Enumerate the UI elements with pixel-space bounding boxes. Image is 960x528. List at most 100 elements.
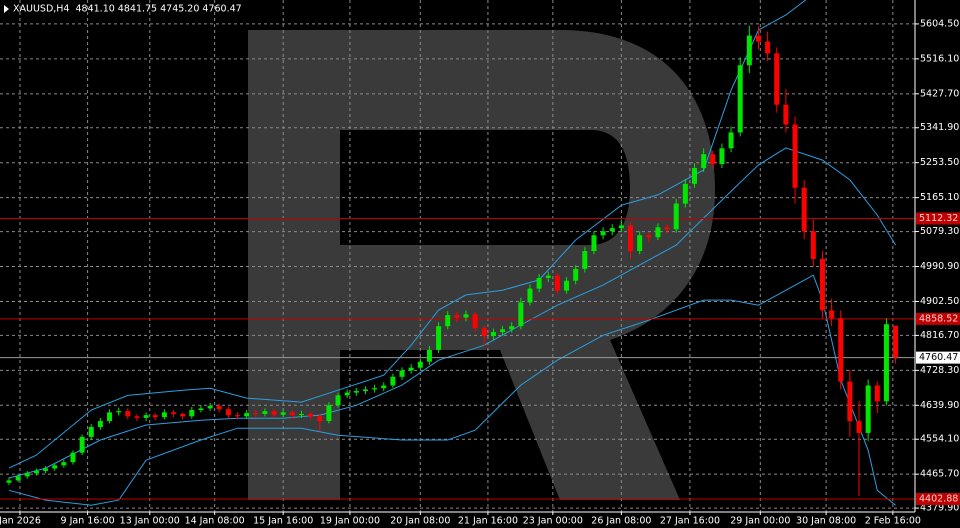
candle-body [107, 412, 113, 422]
candle-body [97, 421, 103, 427]
candle-body [564, 280, 570, 291]
candle-body [189, 409, 195, 417]
price-label-box [916, 351, 960, 364]
candle-body [125, 411, 131, 417]
candle-body [225, 409, 231, 416]
candle-body [637, 235, 643, 252]
candle-body [253, 413, 259, 415]
y-tick-label: 5516.10 [920, 53, 959, 64]
candle-body [6, 480, 12, 483]
x-tick-label: 29 Jan 00:00 [730, 516, 790, 527]
candle-body [289, 412, 295, 416]
candle-body [43, 468, 49, 471]
candle-body [874, 385, 880, 402]
candle-body [326, 405, 332, 422]
candle-body [399, 370, 405, 377]
level-label: 4858.52 [919, 313, 958, 324]
candle-body [545, 275, 551, 278]
candle-body [609, 228, 615, 232]
candle-body [454, 315, 460, 318]
candle-body [198, 408, 204, 410]
y-tick-label: 5253.50 [920, 157, 959, 168]
candle-body [801, 187, 807, 232]
candle-body [893, 325, 899, 358]
candle-body [810, 231, 816, 259]
candle-body [774, 53, 780, 105]
candle-body [381, 385, 387, 389]
candle-body [235, 415, 240, 417]
level-label-box [916, 212, 960, 225]
x-tick-label: 23 Jan 00:00 [523, 516, 583, 527]
y-tick-label: 4639.90 [920, 400, 959, 411]
level-label-box [916, 493, 960, 506]
candle-body [865, 385, 871, 433]
candle-body [298, 413, 304, 416]
candle-body [271, 411, 277, 415]
candle-body [847, 381, 853, 422]
candle-body [701, 154, 707, 169]
y-tick-label: 5079.30 [920, 226, 959, 237]
candle-body [664, 227, 670, 230]
candle-body [518, 302, 524, 327]
y-tick-label: 5427.70 [920, 88, 959, 99]
y-tick-label: 4465.70 [920, 469, 959, 480]
candle-body [308, 413, 314, 417]
candle-body [527, 288, 533, 303]
candle-body [152, 415, 158, 418]
candle-body [792, 124, 798, 188]
x-tick-label: 13 Jan 00:00 [120, 516, 180, 527]
candle-body [490, 332, 496, 337]
candle-body [646, 235, 652, 238]
candle-body [838, 318, 844, 382]
candle-body [829, 310, 835, 319]
candle-body [755, 35, 761, 42]
chart-title: XAUUSD,H4 4841.10 4841.75 4745.20 4760.4… [13, 4, 242, 15]
x-tick-label: 19 Jan 00:00 [320, 516, 380, 527]
bollinger-band [8, 147, 897, 479]
candle-body [116, 411, 122, 413]
candle-body [24, 473, 30, 477]
candle-body [417, 361, 423, 368]
candle-body [353, 391, 359, 393]
candle-body [344, 392, 350, 396]
candle-body [554, 275, 560, 291]
candle-body [426, 349, 432, 362]
candle-body [481, 328, 487, 337]
axes: 5604.50 5516.10 5427.70 5341.90 5253.50 5165.… [0, 18, 960, 527]
candle-body [463, 314, 469, 318]
candle-body [134, 416, 140, 418]
candle-body [536, 277, 542, 289]
level-label-box [916, 312, 960, 325]
candle-body [746, 35, 752, 66]
candle-body [728, 132, 734, 149]
candle-body [719, 148, 725, 165]
x-tick-label: Jan 2026 [0, 516, 41, 527]
x-tick-label: 14 Jan 08:00 [185, 516, 245, 527]
candle-body [856, 421, 862, 433]
x-tick-label: 15 Jan 16:00 [253, 516, 313, 527]
candle-body [472, 314, 478, 329]
symbol-icon [4, 5, 9, 13]
watermark-logo [248, 30, 715, 500]
candle-body [244, 413, 250, 417]
y-tick-label: 5604.50 [920, 18, 959, 29]
candle-body [655, 227, 661, 238]
candle-body [335, 395, 341, 406]
candle-body [88, 426, 94, 437]
x-tick-label: 20 Jan 08:00 [390, 516, 450, 527]
candle-body [79, 436, 85, 453]
candle-body [207, 406, 213, 409]
candle-body [161, 412, 167, 418]
x-tick-label: 21 Jan 16:00 [458, 516, 518, 527]
candle-body [618, 225, 624, 229]
candle-body [70, 452, 76, 463]
candle-body [317, 416, 323, 422]
price-label: 4760.47 [919, 352, 958, 363]
candle-body [408, 367, 414, 371]
candle-body [819, 258, 825, 311]
candle-body [180, 413, 186, 417]
candle-body [673, 203, 679, 230]
candle-body [628, 225, 634, 252]
candle-body [509, 326, 515, 330]
candle-body [436, 326, 442, 350]
